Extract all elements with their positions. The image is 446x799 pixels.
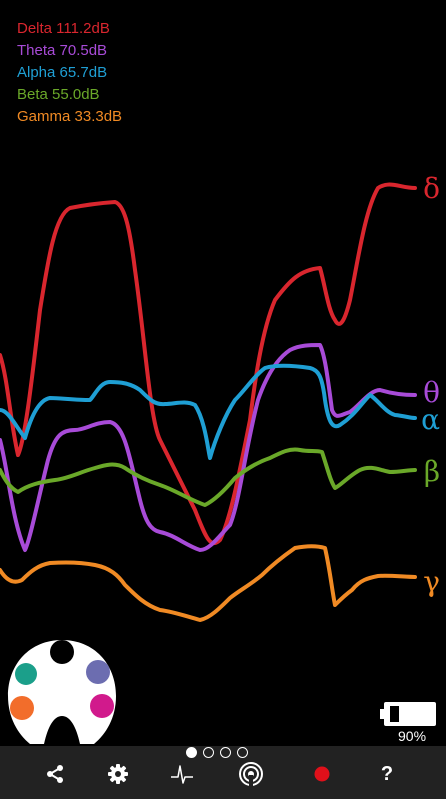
legend-theta: Theta 70.5dB	[17, 42, 108, 59]
sensor-left-lower	[10, 696, 34, 720]
gamma-line	[0, 544, 417, 622]
band-power-plot	[0, 182, 417, 622]
page-dot-4[interactable]	[237, 747, 248, 758]
legend-alpha: Alpha 65.7dB	[17, 64, 108, 81]
signal-button[interactable]	[167, 760, 197, 788]
battery-icon	[380, 702, 436, 726]
delta-glyph: δ	[423, 172, 440, 205]
legend: Delta 111.2dB Theta 70.5dB Alpha 65.7dB …	[17, 18, 122, 128]
record-icon	[314, 766, 330, 782]
sensor-right-upper	[86, 660, 110, 684]
share-icon	[47, 765, 63, 783]
headset-indicator[interactable]	[6, 636, 118, 748]
legend-beta: Beta 55.0dB	[17, 86, 100, 103]
delta-line	[0, 182, 417, 546]
record-button[interactable]	[307, 760, 337, 788]
page-dot-3[interactable]	[220, 747, 231, 758]
battery-percent: 90%	[398, 728, 427, 744]
gamma-glyph: γ	[423, 565, 440, 598]
help-button[interactable]: ?	[372, 760, 402, 788]
settings-button[interactable]	[103, 760, 133, 788]
theta-line	[0, 343, 417, 552]
legend-gamma: Gamma 33.3dB	[17, 108, 123, 125]
help-label: ?	[380, 762, 394, 785]
pulse-icon	[171, 765, 193, 784]
page-dot-1[interactable]	[186, 747, 197, 758]
legend-delta: Delta 111.2dB	[17, 20, 110, 37]
share-button[interactable]	[40, 760, 70, 788]
alpha-glyph: α	[421, 403, 440, 436]
gear-icon	[108, 764, 128, 784]
sensor-top	[50, 640, 74, 664]
beta-glyph: β	[423, 455, 440, 488]
sensor-left-upper	[15, 663, 37, 685]
stream-button[interactable]	[236, 760, 266, 788]
beta-line	[0, 447, 417, 507]
broadcast-icon	[239, 762, 263, 787]
sensor-right-lower	[90, 694, 114, 718]
theta-glyph: θ	[423, 376, 440, 409]
page-dot-2[interactable]	[203, 747, 214, 758]
alpha-line	[0, 363, 417, 460]
page-indicator[interactable]	[186, 747, 248, 758]
